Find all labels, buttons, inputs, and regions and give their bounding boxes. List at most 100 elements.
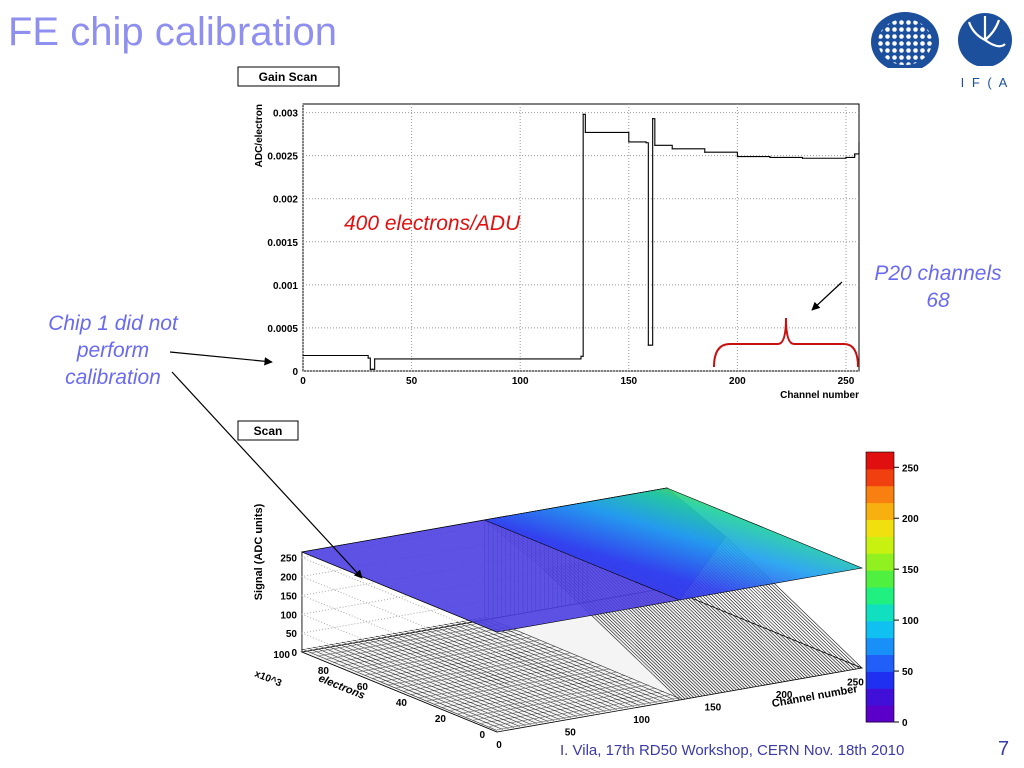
scan-base-mesh-line	[356, 639, 540, 673]
scan-x-tick-label: 50	[565, 728, 577, 739]
scan-base-mesh-line	[309, 620, 493, 654]
colorbar-segment	[866, 587, 894, 605]
gain-data-point	[628, 141, 630, 143]
colorbar-segment	[866, 502, 894, 520]
electrons-per-adu-annotation: 400 electrons/ADU	[344, 212, 521, 235]
scan-z-tick-label: 150	[280, 591, 297, 602]
scan-base-mesh-line	[433, 625, 629, 708]
colorbar-segment	[866, 603, 894, 622]
scan-base-mesh-line	[411, 662, 594, 695]
scan-base-mesh-line	[333, 630, 516, 663]
gain-data-point	[704, 151, 706, 153]
colorbar-segment	[866, 536, 894, 554]
scan-y-tick-label: 80	[318, 666, 330, 677]
scan-x-axis-label: Channel number	[771, 683, 859, 710]
gain-data-point	[858, 142, 860, 144]
colorbar-segment	[866, 519, 894, 537]
scan-y-axis-label: electrons	[317, 672, 367, 701]
gain-data-point	[367, 357, 369, 359]
gain-x-tick-label: 250	[838, 376, 855, 387]
chip1-annotation-line3: calibration	[65, 366, 161, 389]
scan-base-mesh-line	[481, 691, 664, 724]
colorbar-segment	[866, 468, 894, 487]
scan-base-mesh-line	[442, 675, 625, 708]
gain-data-point	[736, 155, 738, 158]
scan-y-tick-label: 100	[273, 650, 290, 661]
colorbar-tick-label: 150	[902, 565, 919, 576]
gain-x-tick-label: 100	[512, 376, 529, 387]
scan-base-mesh-line	[364, 637, 560, 720]
scan-base-mesh-line	[325, 627, 508, 660]
gain-data-point	[582, 113, 584, 115]
scan-base-mesh-line	[478, 617, 674, 700]
gain-data-point	[371, 368, 374, 370]
gain-plot-frame	[302, 103, 860, 372]
scan-x-tick-label: 150	[705, 703, 722, 714]
scan-z-tick-label: 0	[291, 648, 297, 659]
scan-title-box	[237, 420, 299, 441]
colorbar-frame	[865, 451, 895, 723]
scan-x-tick-label: 100	[633, 715, 650, 726]
scan-chart-title: Scan	[254, 424, 283, 438]
scan-base-mesh-line	[301, 648, 498, 731]
scan-z-gridline	[300, 530, 668, 676]
scan-z-tick-label: 250	[280, 554, 297, 565]
scan-base-mesh-line	[387, 652, 571, 686]
gain-x-axis-label: Channel number	[780, 390, 859, 401]
scan-base-mesh-line	[421, 627, 617, 710]
chip1-arrow-to-scan	[171, 371, 363, 579]
scan-z-tick-label: 100	[280, 610, 297, 621]
scan-z-tick-label: 50	[286, 629, 298, 640]
gain-x-tick-label: 50	[406, 376, 418, 387]
scan-base-mesh-line	[415, 628, 612, 711]
gain-data-point	[845, 156, 847, 158]
scan-y-tick-label: 60	[357, 682, 369, 693]
gain-data-point	[654, 144, 656, 146]
gain-data-point	[374, 358, 376, 360]
gain-y-tick-label: 0	[292, 367, 298, 378]
gain-y-tick-label: 0.003	[273, 109, 298, 120]
scan-base-mesh-line	[340, 633, 524, 666]
colorbar-segment	[866, 637, 894, 655]
colorbar-segment	[866, 452, 894, 470]
colorbar-segment	[866, 620, 894, 639]
scan-z-gridline	[300, 568, 668, 714]
scan-base-mesh-line	[426, 668, 610, 702]
scan-base-mesh-line	[370, 636, 566, 719]
gain-data-point	[769, 156, 771, 158]
colorbar-segment	[866, 688, 894, 706]
scan-y-tick-label: 40	[396, 698, 408, 709]
university-logo	[871, 12, 939, 68]
colorbar-tick-label: 250	[902, 463, 919, 474]
scan-base-mesh-line	[450, 678, 633, 711]
scan-base-mesh-line	[358, 638, 555, 721]
p20-annotation-line2: 68	[926, 289, 950, 312]
gain-y-tick-label: 0.001	[273, 281, 298, 292]
annotation-overlays	[169, 281, 859, 579]
scan-base-mesh-line	[410, 629, 606, 712]
gain-y-tick-label: 0.0005	[267, 324, 298, 335]
scan-base-mesh-line	[395, 655, 579, 689]
colorbar-segment	[866, 705, 894, 723]
colorbar-tick-label: 200	[902, 514, 919, 525]
scan-base-mesh-line	[324, 644, 520, 727]
gain-y-tick-label: 0.0025	[267, 152, 298, 163]
scan-base-mesh-line	[473, 687, 657, 721]
scan-x-tick-label: 0	[496, 740, 502, 751]
scan-base-mesh-line	[427, 626, 623, 709]
gain-data-point	[647, 344, 649, 346]
gain-data-point	[580, 355, 582, 357]
scan-base-mesh-line	[393, 632, 589, 715]
scan-top-surface-high	[483, 487, 864, 601]
colorbar-segment	[866, 553, 894, 571]
scan-base-mesh-line	[317, 623, 501, 657]
scan-base-mesh-line	[457, 681, 641, 714]
scan-base-mesh-line	[364, 643, 547, 676]
scan-z-axis-label: Signal (ADC units)	[253, 503, 265, 600]
scan-base-mesh-line	[450, 622, 646, 705]
scan-base-mesh-line	[336, 642, 532, 725]
gain-data-point	[652, 118, 654, 120]
p20-arrow	[811, 281, 843, 311]
